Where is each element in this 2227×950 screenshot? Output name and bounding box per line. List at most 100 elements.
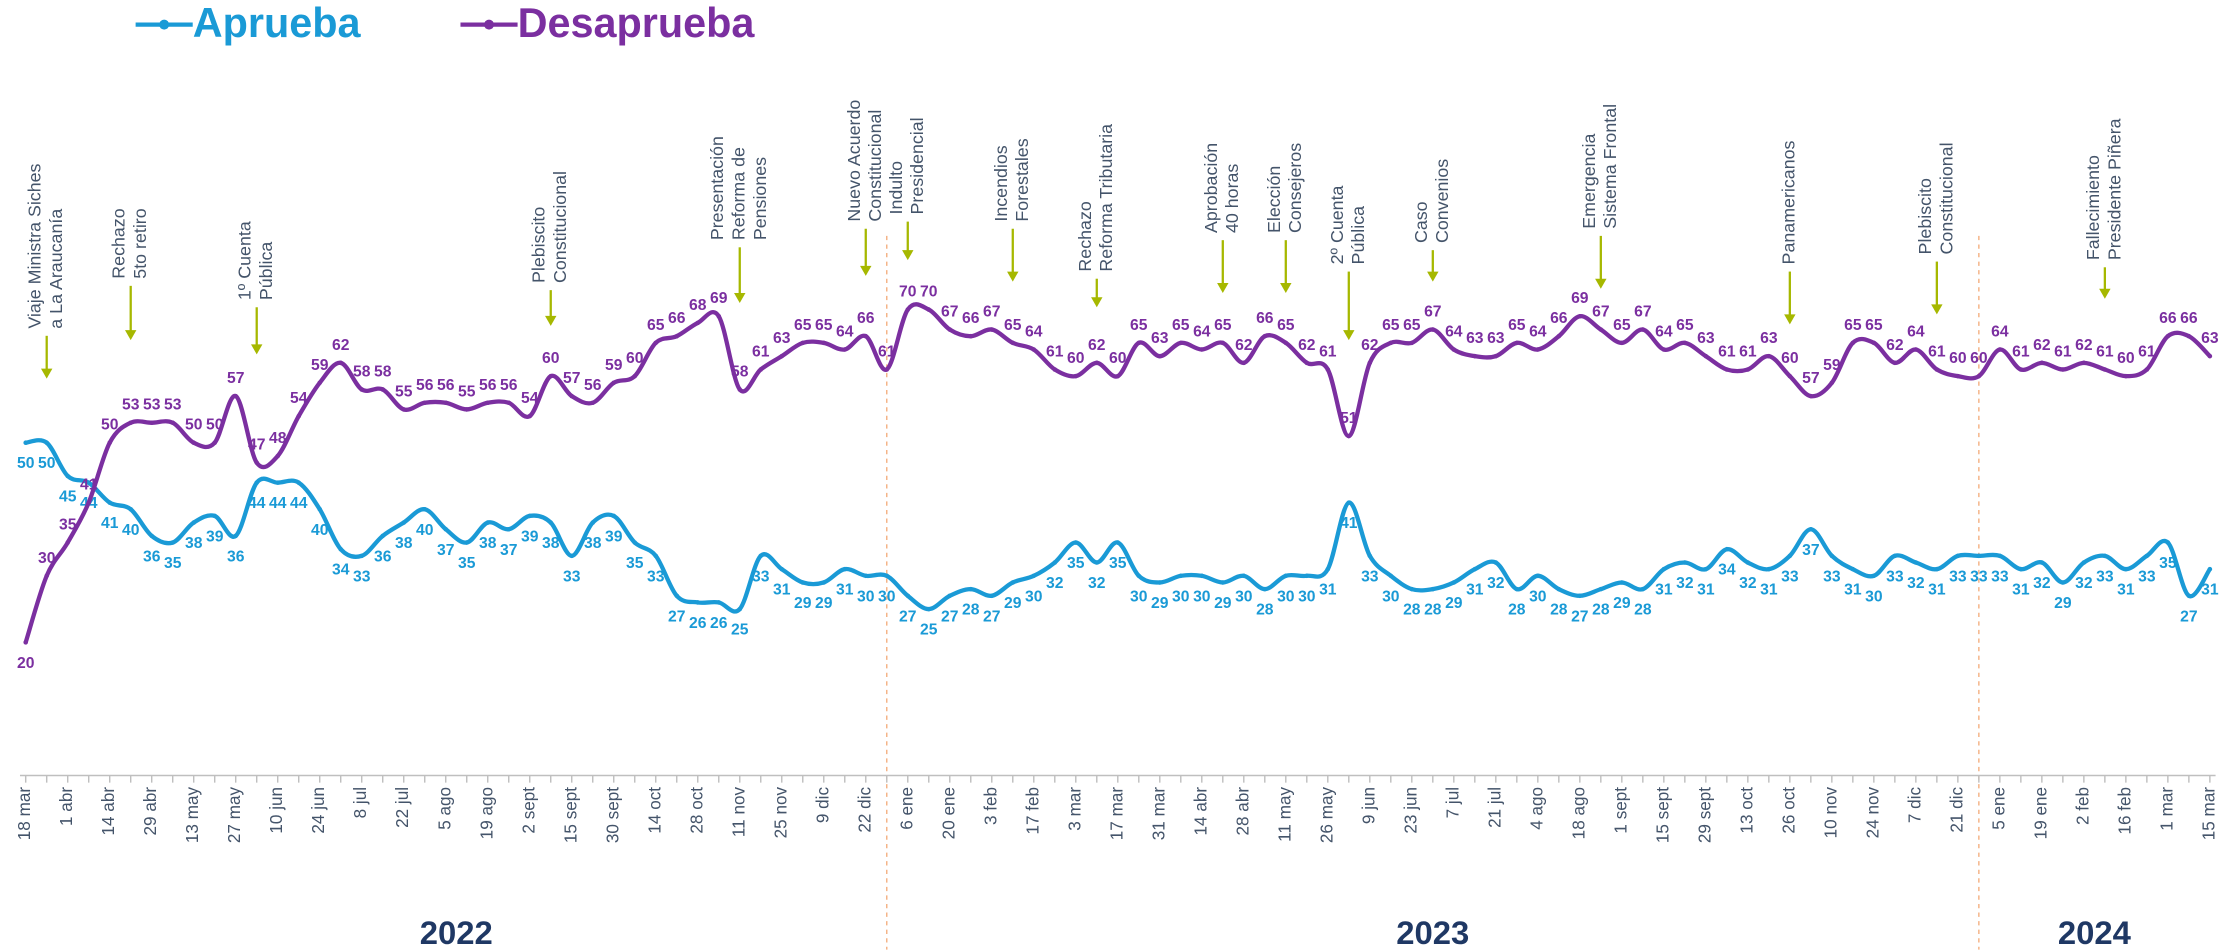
data-label: 67 bbox=[1592, 304, 1610, 321]
data-label: 65 bbox=[815, 317, 833, 334]
data-point bbox=[149, 420, 154, 426]
data-point bbox=[149, 533, 154, 539]
annotation-text: a La Araucanía bbox=[46, 209, 66, 329]
data-point bbox=[1661, 566, 1667, 572]
x-tick-label: 14 abr bbox=[98, 787, 118, 836]
annotation-text: Fallecimiento bbox=[2083, 155, 2103, 260]
data-point bbox=[1451, 347, 1457, 352]
annotation-arrowhead bbox=[902, 250, 914, 261]
data-label: 27 bbox=[668, 608, 686, 625]
data-label: 37 bbox=[437, 542, 455, 559]
data-label: 63 bbox=[773, 330, 791, 347]
data-label: 32 bbox=[1676, 575, 1694, 592]
annotation-text: Consejeros bbox=[1285, 143, 1305, 233]
data-point bbox=[569, 393, 575, 399]
annotation-arrowhead bbox=[1280, 282, 1292, 293]
data-label: 31 bbox=[1466, 582, 1484, 599]
annotation-text: Constitucional bbox=[865, 110, 885, 222]
data-point bbox=[1115, 540, 1121, 545]
data-point bbox=[884, 573, 890, 579]
data-label: 44 bbox=[248, 495, 266, 512]
data-label: 30 bbox=[38, 550, 56, 567]
data-point bbox=[170, 540, 175, 545]
data-label: 37 bbox=[500, 542, 518, 559]
data-label: 60 bbox=[1781, 350, 1799, 367]
data-label: 31 bbox=[1928, 582, 1946, 599]
data-point bbox=[359, 387, 365, 392]
data-label: 36 bbox=[374, 548, 392, 565]
data-point bbox=[464, 407, 470, 412]
data-label: 31 bbox=[836, 582, 854, 599]
annotation-text: Viaje Ministra Siches bbox=[25, 163, 45, 328]
data-label: 60 bbox=[1067, 350, 1085, 367]
x-tick-label: 11 may bbox=[1274, 786, 1294, 841]
data-point bbox=[926, 606, 932, 612]
data-label: 38 bbox=[479, 535, 497, 552]
data-label: 63 bbox=[1487, 330, 1505, 347]
data-label: 33 bbox=[2096, 568, 2114, 585]
data-label: 30 bbox=[878, 588, 896, 605]
data-label: 61 bbox=[752, 343, 770, 360]
data-point bbox=[2207, 353, 2213, 359]
data-label: 33 bbox=[1823, 568, 1841, 585]
data-point bbox=[968, 586, 974, 592]
data-label: 39 bbox=[605, 528, 623, 545]
annotation-text: Aprobación bbox=[1201, 143, 1221, 233]
data-label: 35 bbox=[458, 555, 476, 572]
data-label: 61 bbox=[2054, 343, 2072, 360]
data-label: 69 bbox=[710, 290, 728, 307]
x-tick-label: 1 sept bbox=[1610, 787, 1630, 834]
data-point bbox=[1283, 573, 1289, 579]
data-point bbox=[548, 373, 554, 379]
x-tick-label: 23 jun bbox=[1400, 787, 1420, 834]
data-point bbox=[86, 480, 91, 485]
annotation-arrowhead bbox=[1931, 304, 1943, 315]
x-tick-label: 10 nov bbox=[1820, 786, 1840, 838]
data-point bbox=[1976, 553, 1982, 559]
data-point bbox=[947, 593, 953, 599]
data-point bbox=[2207, 566, 2213, 572]
data-label: 28 bbox=[1550, 602, 1568, 619]
data-point bbox=[1850, 566, 1856, 572]
data-point bbox=[2081, 560, 2087, 565]
year-label: 2023 bbox=[1396, 914, 1469, 950]
data-label: 27 bbox=[941, 608, 959, 625]
x-tick-label: 24 nov bbox=[1862, 786, 1882, 838]
data-label: 36 bbox=[143, 548, 161, 565]
data-point bbox=[380, 533, 386, 539]
data-label: 64 bbox=[1529, 324, 1547, 341]
data-label: 32 bbox=[2075, 575, 2093, 592]
data-point bbox=[65, 540, 70, 545]
data-label: 65 bbox=[1865, 317, 1883, 334]
data-label: 53 bbox=[143, 397, 161, 414]
data-label: 51 bbox=[1340, 410, 1358, 427]
data-point bbox=[1346, 433, 1352, 439]
data-point bbox=[716, 313, 722, 319]
data-label: 65 bbox=[1277, 317, 1295, 334]
data-point bbox=[1745, 367, 1751, 372]
data-label: 29 bbox=[794, 595, 812, 612]
data-point bbox=[632, 373, 638, 379]
data-point bbox=[1220, 340, 1226, 346]
data-label: 30 bbox=[1298, 588, 1316, 605]
data-label: 64 bbox=[1193, 324, 1211, 341]
data-point bbox=[1787, 553, 1793, 559]
data-label: 28 bbox=[1403, 602, 1421, 619]
data-label: 30 bbox=[1193, 588, 1211, 605]
data-label: 61 bbox=[1928, 343, 1946, 360]
data-label: 64 bbox=[1991, 324, 2009, 341]
legend-dot bbox=[159, 19, 170, 30]
x-tick-label: 17 feb bbox=[1022, 787, 1042, 835]
data-point bbox=[758, 367, 764, 372]
data-point bbox=[2165, 333, 2171, 339]
data-point bbox=[233, 533, 238, 539]
x-tick-label: 27 may bbox=[224, 786, 244, 843]
data-point bbox=[737, 387, 743, 392]
data-point bbox=[107, 500, 112, 505]
data-label: 31 bbox=[1697, 582, 1715, 599]
annotation-text: Sistema Frontal bbox=[1600, 104, 1620, 229]
x-tick-label: 15 sept bbox=[1652, 787, 1672, 843]
data-point bbox=[632, 540, 638, 545]
data-point bbox=[1808, 526, 1814, 532]
data-point bbox=[1913, 560, 1919, 565]
